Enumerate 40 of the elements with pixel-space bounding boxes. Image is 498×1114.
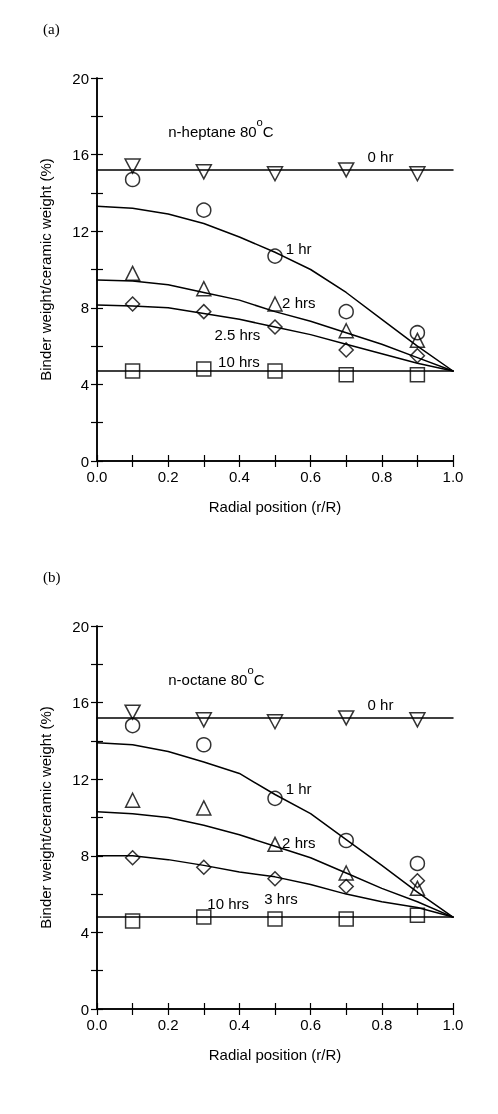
y-tick-label: 8 [80,299,89,317]
x-tick-label: 1.0 [442,1016,464,1033]
y-tick-label: 12 [72,222,89,240]
y-tick-label: 20 [72,617,89,635]
y-tick-label: 4 [80,375,89,393]
y-tick-label: 20 [72,69,89,87]
annotation: 2 hrs [282,293,316,311]
y-tick-label: 4 [80,923,89,941]
y-tick-label: 8 [80,847,89,865]
annotation: 3 hrs [264,889,298,907]
x-axis-title: Radial position (r/R) [208,1046,342,1063]
annotation: 0 hr [367,696,394,714]
x-tick-label: 0.8 [371,1016,393,1033]
x-axis-title: Radial position (r/R) [208,498,342,515]
y-tick-label: 0 [80,1000,89,1018]
annotation: 2.5 hrs [214,326,261,344]
x-tick-label: 0.2 [157,468,179,485]
y-axis-title: Binder weight/ceramic weight (%) [37,706,54,929]
x-tick-label: 0.4 [228,468,250,485]
x-tick-label: 0.6 [300,1016,322,1033]
annotation: 1 hr [285,780,312,798]
chart-title: (b) [43,568,61,586]
x-tick-label: 0.6 [300,468,322,485]
y-tick-label: 16 [72,694,89,712]
annotation: 2 hrs [282,834,316,852]
x-tick-label: 0.8 [371,468,393,485]
chart-title: (a) [43,20,60,38]
x-tick-label: 0.4 [228,1016,250,1033]
x-tick-label: 1.0 [442,468,464,485]
x-tick-label: 0.2 [157,1016,179,1033]
x-tick-label: 0.0 [86,468,108,485]
annotation: 10 hrs [218,353,260,371]
y-tick-label: 12 [72,770,89,788]
annotation: 10 hrs [207,895,250,913]
y-tick-label: 16 [72,146,89,164]
annotation: 0 hr [367,148,394,166]
x-tick-label: 0.0 [86,1016,108,1033]
annotation: 1 hr [285,240,312,258]
y-tick-label: 0 [80,452,89,470]
y-axis-title: Binder weight/ceramic weight (%) [37,158,54,381]
